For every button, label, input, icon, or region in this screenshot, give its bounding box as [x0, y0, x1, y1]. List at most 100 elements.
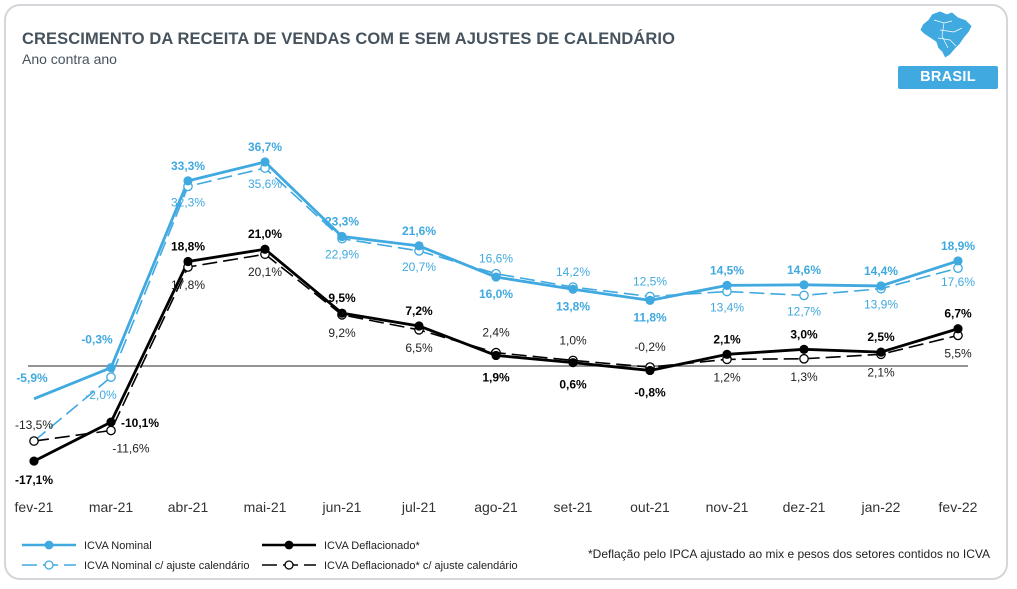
data-label: -0,8%	[634, 385, 666, 399]
deflated-point	[722, 349, 732, 359]
x-tick-label: mar-21	[89, 499, 134, 515]
x-tick-label: nov-21	[706, 499, 749, 515]
data-label: 14,5%	[710, 263, 744, 277]
legend-label: ICVA Deflacionado*	[324, 540, 421, 552]
x-tick-label: jan-22	[861, 499, 901, 515]
data-label: 14,2%	[556, 265, 590, 279]
data-label: 13,8%	[556, 299, 590, 313]
data-label: 9,5%	[328, 291, 356, 305]
x-tick-label: mai-21	[244, 499, 287, 515]
data-label: 16,0%	[479, 287, 513, 301]
data-label: 16,6%	[479, 252, 513, 266]
x-tick-label: abr-21	[168, 499, 209, 515]
data-label: 2,4%	[482, 326, 510, 340]
legend-label: ICVA Deflacionado* c/ ajuste calendário	[324, 560, 518, 572]
data-label: 1,3%	[790, 370, 818, 384]
region-badge: BRASIL	[898, 66, 998, 89]
legend-swatch-marker	[44, 540, 54, 550]
deflated-adjusted-point	[106, 425, 116, 436]
data-label: 21,0%	[248, 227, 282, 241]
data-label: -17,1%	[15, 473, 53, 487]
x-tick-label: fev-22	[939, 499, 978, 515]
legend-label: ICVA Nominal	[84, 540, 152, 552]
nominal-adjusted-point	[799, 290, 809, 301]
legend-item: ICVA Deflacionado* c/ ajuste calendário	[262, 560, 518, 572]
deflated-point	[183, 256, 193, 267]
data-label: 17,8%	[171, 278, 205, 292]
data-label: 2,1%	[713, 332, 741, 346]
data-label: 6,5%	[405, 341, 433, 355]
x-tick-label: fev-21	[15, 499, 54, 515]
x-tick-label: out-21	[630, 499, 670, 515]
data-label: 14,6%	[787, 263, 821, 277]
data-label: 11,8%	[633, 310, 667, 324]
nominal-point	[106, 363, 116, 373]
data-label: 1,9%	[482, 370, 510, 384]
data-label: 21,6%	[402, 224, 436, 238]
chart-subtitle: Ano contra ano	[22, 51, 117, 67]
nominal-point	[260, 157, 270, 167]
data-label: -2,0%	[85, 388, 117, 402]
brazil-map-icon	[919, 10, 973, 59]
nominal-adjusted-point	[106, 372, 116, 382]
deflated-point	[337, 308, 347, 318]
data-label: 13,4%	[710, 300, 744, 314]
deflated-point	[953, 324, 963, 334]
data-label: 35,6%	[248, 177, 282, 191]
data-label: -13,5%	[15, 418, 53, 432]
x-tick-label: ago-21	[474, 499, 518, 515]
data-label: 12,5%	[633, 275, 667, 289]
nominal-point	[414, 241, 424, 251]
x-tick-label: jun-21	[322, 499, 362, 515]
x-tick-label: jul-21	[401, 499, 436, 515]
nominal-point	[645, 295, 655, 305]
legend-swatch-marker	[284, 560, 294, 570]
deflated-point	[106, 417, 116, 427]
nominal-point	[799, 280, 809, 290]
x-tick-label: set-21	[554, 499, 593, 515]
nominal-point	[491, 272, 501, 282]
nominal-point	[722, 280, 732, 290]
data-label: 23,3%	[325, 214, 359, 228]
data-label: 2,1%	[867, 365, 895, 379]
data-label: 20,7%	[402, 260, 436, 274]
deflated-point	[568, 358, 578, 368]
data-label: 18,8%	[171, 239, 205, 253]
deflated-point	[645, 365, 655, 376]
legend-item: ICVA Nominal c/ ajuste calendário	[22, 560, 250, 572]
nominal-point	[953, 256, 963, 266]
data-label: 33,3%	[171, 159, 205, 173]
data-label: 12,7%	[787, 304, 821, 318]
data-label: 6,7%	[944, 307, 972, 321]
x-tick-label: dez-21	[783, 499, 826, 515]
deflated-point	[29, 456, 39, 466]
data-label: 0,6%	[559, 378, 587, 392]
legend-label: ICVA Nominal c/ ajuste calendário	[84, 560, 250, 572]
deflated-point	[799, 344, 809, 354]
data-label: 5,5%	[944, 346, 972, 360]
data-label: -0,3%	[81, 333, 113, 347]
deflated-point	[260, 244, 270, 254]
nominal-point	[876, 281, 886, 291]
deflated-adjusted-point	[799, 353, 809, 364]
nominal-point	[183, 176, 193, 186]
footnote: *Deflação pelo IPCA ajustado ao mix e pe…	[588, 547, 991, 561]
nominal-point	[568, 284, 578, 294]
legend-swatch-marker	[284, 540, 294, 550]
data-label: 1,2%	[713, 370, 741, 384]
data-label: 1,0%	[559, 333, 587, 347]
data-label: 9,2%	[328, 326, 356, 340]
data-label: -0,2%	[634, 340, 666, 354]
legend-item: ICVA Deflacionado*	[262, 540, 421, 552]
data-label: 2,5%	[867, 330, 895, 344]
deflated-point	[491, 350, 501, 361]
deflated-point	[876, 347, 886, 357]
data-label: 13,9%	[864, 298, 898, 312]
data-label: -10,1%	[121, 416, 159, 430]
data-label: -11,6%	[112, 441, 149, 455]
legend-swatch-marker	[44, 560, 54, 570]
data-label: 3,0%	[790, 327, 818, 341]
chart-title: CRESCIMENTO DA RECEITA DE VENDAS COM E S…	[22, 30, 676, 48]
data-label: 22,9%	[325, 248, 359, 262]
